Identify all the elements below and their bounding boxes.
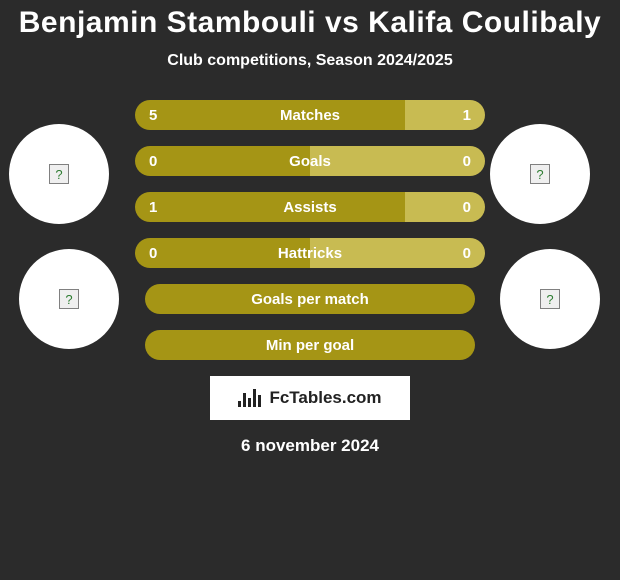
stat-value-left: 0 bbox=[149, 245, 157, 262]
stat-row: Goals per match bbox=[135, 284, 485, 314]
broken-image-icon: ? bbox=[49, 164, 69, 184]
badge-text: FcTables.com bbox=[269, 388, 381, 408]
stat-bar: Goals per match bbox=[145, 284, 475, 314]
stat-bar-left: 0 bbox=[135, 146, 310, 176]
stat-row: 00Hattricks bbox=[135, 238, 485, 268]
stat-value-right: 0 bbox=[463, 199, 471, 216]
stats-area: 51Matches00Goals10Assists00HattricksGoal… bbox=[135, 100, 485, 360]
fctables-badge: FcTables.com bbox=[210, 376, 410, 420]
stat-bar-right: 0 bbox=[310, 146, 485, 176]
stat-bar-left: 5 bbox=[135, 100, 405, 130]
date-text: 6 november 2024 bbox=[0, 436, 620, 456]
stat-bar-left: 1 bbox=[135, 192, 405, 222]
stat-value-right: 1 bbox=[463, 107, 471, 124]
broken-image-icon: ? bbox=[540, 289, 560, 309]
stat-row: 51Matches bbox=[135, 100, 485, 130]
player2-club-avatar: ? bbox=[500, 249, 600, 349]
stat-value-left: 1 bbox=[149, 199, 157, 216]
stat-value-left: 0 bbox=[149, 153, 157, 170]
stat-row: Min per goal bbox=[135, 330, 485, 360]
stat-bar-left: 0 bbox=[135, 238, 310, 268]
stat-value-right: 0 bbox=[463, 245, 471, 262]
stat-bar-right: 1 bbox=[405, 100, 485, 130]
stat-bar-right: 0 bbox=[405, 192, 485, 222]
player1-club-avatar: ? bbox=[19, 249, 119, 349]
stat-bar-right: 0 bbox=[310, 238, 485, 268]
stat-value-left: 5 bbox=[149, 107, 157, 124]
broken-image-icon: ? bbox=[530, 164, 550, 184]
player1-avatar: ? bbox=[9, 124, 109, 224]
stat-bar: Min per goal bbox=[145, 330, 475, 360]
broken-image-icon: ? bbox=[59, 289, 79, 309]
badge-bars-icon bbox=[238, 389, 263, 407]
stat-row: 10Assists bbox=[135, 192, 485, 222]
subtitle: Club competitions, Season 2024/2025 bbox=[0, 52, 620, 70]
player2-avatar: ? bbox=[490, 124, 590, 224]
stat-row: 00Goals bbox=[135, 146, 485, 176]
page-title: Benjamin Stambouli vs Kalifa Coulibaly bbox=[0, 6, 620, 40]
comparison-infographic: Benjamin Stambouli vs Kalifa Coulibaly C… bbox=[0, 0, 620, 580]
stat-value-right: 0 bbox=[463, 153, 471, 170]
